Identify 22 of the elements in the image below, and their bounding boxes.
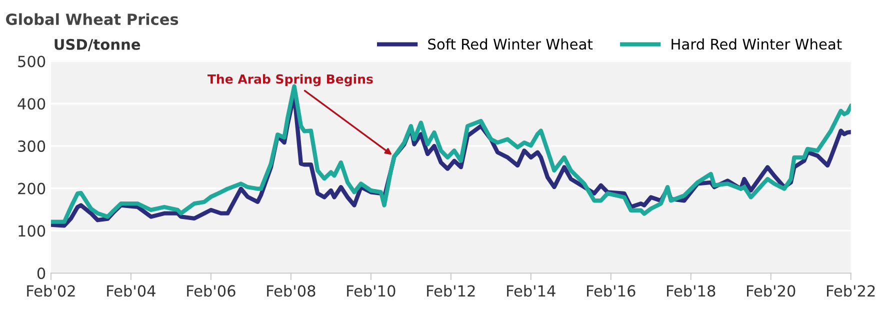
y-tick-label: 200 bbox=[18, 182, 46, 194]
x-tick-label: Feb'22 bbox=[827, 284, 875, 297]
annotation: The Arab Spring Begins bbox=[207, 74, 373, 86]
x-tick-label: Feb'04 bbox=[107, 284, 156, 297]
y-tick-label: 500 bbox=[18, 56, 46, 68]
x-tick-label: Feb'14 bbox=[507, 284, 556, 297]
x-tick-label: Feb'16 bbox=[587, 284, 636, 297]
x-tick-label: Feb'02 bbox=[27, 284, 75, 297]
legend-label: Soft Red Winter Wheat bbox=[428, 38, 593, 50]
x-tick-label: Feb'06 bbox=[187, 284, 236, 297]
y-tick-label: 0 bbox=[37, 268, 46, 280]
x-tick-label: Feb'20 bbox=[747, 284, 796, 297]
x-tick-label: Feb'12 bbox=[427, 284, 475, 297]
y-tick-label: 300 bbox=[18, 140, 46, 152]
x-tick-label: Feb'18 bbox=[667, 284, 716, 297]
x-tick-label: Feb'10 bbox=[347, 284, 396, 297]
y-axis-title: USD/tonne bbox=[54, 38, 140, 52]
legend-label: Hard Red Winter Wheat bbox=[672, 38, 842, 50]
y-tick-label: 100 bbox=[18, 225, 46, 237]
x-tick-label: Feb'08 bbox=[267, 284, 316, 297]
chart-title: Global Wheat Prices bbox=[6, 13, 178, 26]
y-tick-label: 400 bbox=[18, 98, 46, 110]
